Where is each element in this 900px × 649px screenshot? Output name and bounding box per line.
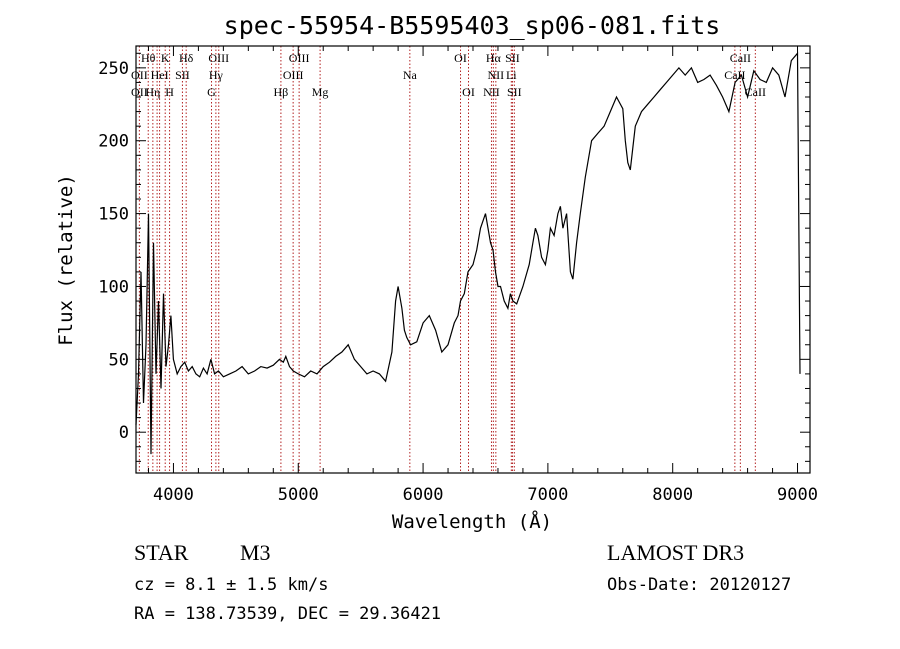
y-axis-label: Flux (relative) <box>55 174 77 346</box>
object-subclass: M3 <box>240 540 271 565</box>
emission-line-label-2: Hδ <box>179 51 194 65</box>
emission-line-markers <box>138 46 756 473</box>
emission-line-label-6: Hα <box>486 51 502 65</box>
observation-date: Obs-Date: 20120127 <box>607 575 791 595</box>
emission-line-label-15: NII <box>488 68 505 82</box>
y-axis-ticks: 0 50 100 150 200 250 <box>98 52 810 462</box>
emission-line-label-12: Hγ <box>209 68 224 82</box>
object-class: STAR <box>134 540 189 565</box>
emission-line-label-17: CaII <box>724 68 745 82</box>
emission-line-label-16: Li <box>506 68 517 82</box>
emission-line-label-22: Hβ <box>274 85 289 99</box>
x-tick-label-5: 9000 <box>777 485 818 505</box>
x-tick-label-2: 6000 <box>403 485 444 505</box>
y-tick-label-2: 100 <box>98 277 129 297</box>
emission-line-label-21: G <box>207 85 216 99</box>
emission-line-label-10: HeI <box>151 68 169 82</box>
emission-line-label-11: SII <box>175 68 190 82</box>
plot-frame <box>135 45 811 474</box>
emission-line-label-19: Hη <box>145 85 160 99</box>
emission-line-label-24: OI <box>462 85 475 99</box>
coordinates: RA = 138.73539, DEC = 29.36421 <box>134 604 441 624</box>
x-tick-label-3: 7000 <box>527 485 568 505</box>
emission-line-label-20: H <box>165 85 174 99</box>
x-tick-label-0: 4000 <box>153 485 194 505</box>
emission-line-label-8: CaII <box>730 51 751 65</box>
x-axis-ticks: 4000 5000 6000 7000 8000 9000 <box>147 46 818 505</box>
emission-line-label-23: Mg <box>312 85 329 99</box>
y-tick-label-3: 150 <box>98 205 129 225</box>
emission-line-label-5: OI <box>454 51 467 65</box>
emission-line-label-4: OIII <box>289 51 310 65</box>
emission-line-label-18: OII <box>131 85 148 99</box>
y-tick-label-4: 200 <box>98 132 129 152</box>
x-tick-label-4: 8000 <box>652 485 693 505</box>
emission-line-label-1: K <box>161 51 170 65</box>
y-tick-label-0: 0 <box>119 423 129 443</box>
emission-line-label-7: SII <box>505 51 520 65</box>
emission-line-label-0: Hθ <box>141 51 156 65</box>
redshift-velocity: cz = 8.1 ± 1.5 km/s <box>134 575 328 595</box>
emission-line-label-13: OIII <box>283 68 304 82</box>
emission-line-label-26: SII <box>507 85 522 99</box>
emission-line-label-25: NII <box>483 85 500 99</box>
y-tick-label-5: 250 <box>98 59 129 79</box>
emission-line-label-3: OIII <box>208 51 229 65</box>
y-tick-label-1: 50 <box>109 350 129 370</box>
survey-name: LAMOST DR3 <box>607 540 744 565</box>
emission-line-label-9: OII <box>131 68 148 82</box>
chart-title: spec-55954-B5595403_sp06-081.fits <box>224 11 721 40</box>
emission-line-label-14: Na <box>403 68 418 82</box>
x-tick-label-1: 5000 <box>278 485 319 505</box>
spectrum-series-line <box>135 51 801 455</box>
x-axis-label: Wavelength (Å) <box>392 510 552 533</box>
